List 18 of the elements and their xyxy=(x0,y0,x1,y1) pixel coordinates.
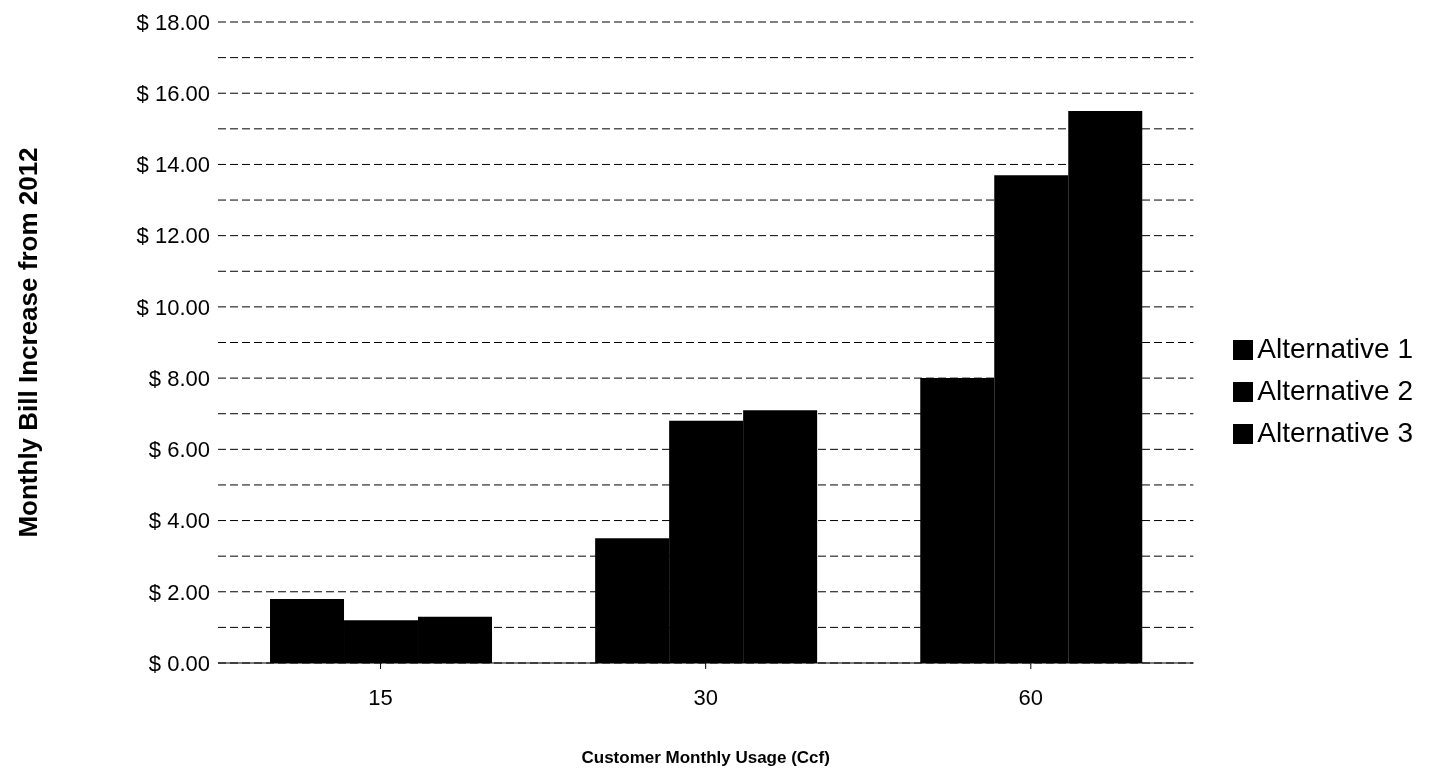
legend-label: Alternative 1 xyxy=(1257,332,1413,364)
y-tick-label: $ 14.00 xyxy=(136,152,210,178)
x-tick-label: 60 xyxy=(1018,684,1044,710)
y-tick-label: $ 16.00 xyxy=(136,81,210,107)
y-axis-title: Monthly Bill Increase from 2012 xyxy=(13,147,44,538)
x-tick-label: 30 xyxy=(693,684,718,710)
y-tick-label: $ 0.00 xyxy=(148,650,210,676)
x-tick-label: 15 xyxy=(368,684,393,710)
y-tick-label: $ 12.00 xyxy=(136,223,210,249)
x-axis-title: Customer Monthly Usage (Ccf) xyxy=(581,748,830,767)
y-tick-label: $ 10.00 xyxy=(136,294,210,320)
legend-label: Alternative 3 xyxy=(1257,416,1413,448)
legend-label: Alternative 2 xyxy=(1257,374,1413,406)
y-tick-label: $ 4.00 xyxy=(148,508,210,534)
y-tick-label: $ 6.00 xyxy=(148,437,210,463)
y-tick-label: $ 8.00 xyxy=(148,365,210,391)
y-tick-label: $ 18.00 xyxy=(136,9,210,35)
y-tick-label: $ 2.00 xyxy=(148,579,210,605)
